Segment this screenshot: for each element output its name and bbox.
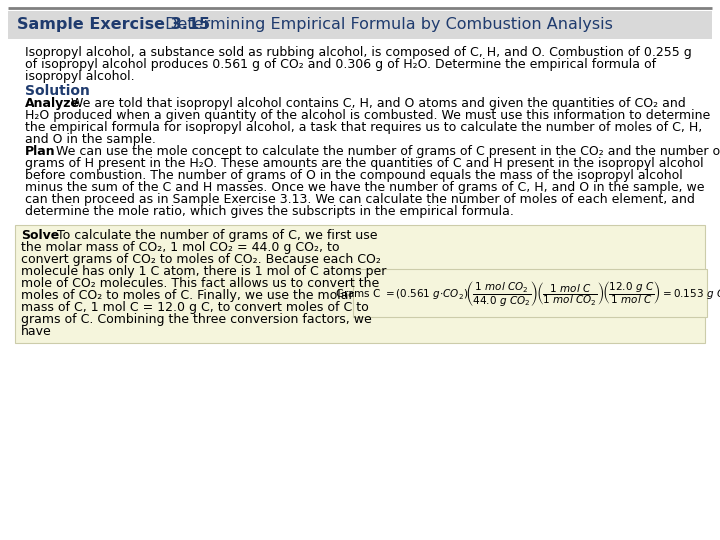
Text: isopropyl alcohol.: isopropyl alcohol. [25,70,135,83]
FancyBboxPatch shape [15,225,705,343]
Text: Solve: Solve [21,229,59,242]
Text: Determining Empirical Formula by Combustion Analysis: Determining Empirical Formula by Combust… [160,17,613,32]
Text: determine the mole ratio, which gives the subscripts in the empirical formula.: determine the mole ratio, which gives th… [25,205,514,218]
Text: can then proceed as in Sample Exercise 3.13. We can calculate the number of mole: can then proceed as in Sample Exercise 3… [25,193,695,206]
Text: have: have [21,325,52,338]
Text: moles of CO₂ to moles of C. Finally, we use the molar: moles of CO₂ to moles of C. Finally, we … [21,289,354,302]
Text: Sample Exercise 3.15: Sample Exercise 3.15 [17,17,210,32]
FancyBboxPatch shape [8,11,712,39]
Text: mole of CO₂ molecules. This fact allows us to convert the: mole of CO₂ molecules. This fact allows … [21,277,379,290]
Text: mass of C, 1 mol C = 12.0 g C, to convert moles of C to: mass of C, 1 mol C = 12.0 g C, to conver… [21,301,369,314]
Text: Plan: Plan [25,145,55,158]
Text: Isopropyl alcohol, a substance sold as rubbing alcohol, is composed of C, H, and: Isopropyl alcohol, a substance sold as r… [25,46,692,59]
Text: the molar mass of CO₂, 1 mol CO₂ = 44.0 g CO₂, to: the molar mass of CO₂, 1 mol CO₂ = 44.0 … [21,241,340,254]
Text: the empirical formula for isopropyl alcohol, a task that requires us to calculat: the empirical formula for isopropyl alco… [25,121,702,134]
FancyBboxPatch shape [353,269,707,317]
Text: H₂O produced when a given quantity of the alcohol is combusted. We must use this: H₂O produced when a given quantity of th… [25,109,710,122]
Text: molecule has only 1 C atom, there is 1 mol of C atoms per: molecule has only 1 C atom, there is 1 m… [21,265,387,278]
Text: and O in the sample.: and O in the sample. [25,133,156,146]
Text: before combustion. The number of grams of O in the compound equals the mass of t: before combustion. The number of grams o… [25,169,683,182]
Text: of isopropyl alcohol produces 0.561 g of CO₂ and 0.306 g of H₂O. Determine the e: of isopropyl alcohol produces 0.561 g of… [25,58,656,71]
Text: We can use the mole concept to calculate the number of grams of C present in the: We can use the mole concept to calculate… [52,145,720,158]
Text: grams of H present in the H₂O. These amounts are the quantities of C and H prese: grams of H present in the H₂O. These amo… [25,157,703,170]
Text: minus the sum of the C and H masses. Once we have the number of grams of C, H, a: minus the sum of the C and H masses. Onc… [25,181,704,194]
Text: Grams C $= (0.561\ \mathit{g}{\cdot}CO_2)\!\left(\dfrac{1\ mol\ CO_2}{44.0\ g\ C: Grams C $= (0.561\ \mathit{g}{\cdot}CO_2… [335,279,720,307]
Text: We are told that isopropyl alcohol contains C, H, and O atoms and given the quan: We are told that isopropyl alcohol conta… [67,97,685,110]
Text: Analyze: Analyze [25,97,80,110]
Text: convert grams of CO₂ to moles of CO₂. Because each CO₂: convert grams of CO₂ to moles of CO₂. Be… [21,253,381,266]
Text: grams of C. Combining the three conversion factors, we: grams of C. Combining the three conversi… [21,313,372,326]
Text: To calculate the number of grams of C, we first use: To calculate the number of grams of C, w… [53,229,377,242]
Text: Solution: Solution [25,84,90,98]
